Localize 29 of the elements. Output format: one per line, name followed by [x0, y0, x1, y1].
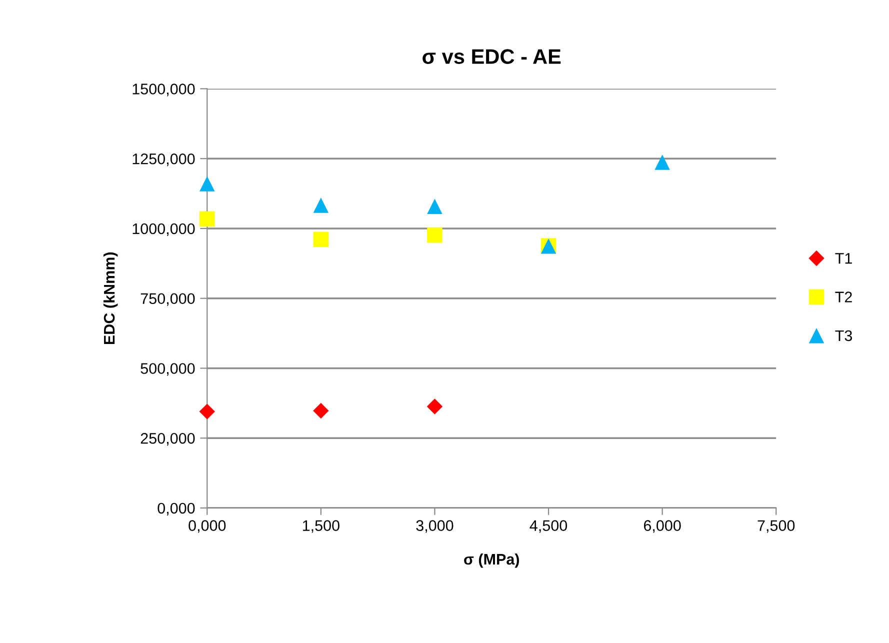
point [199, 404, 215, 420]
x-tick-label: 7,500 [758, 520, 795, 533]
y-tick-label: 1000,000 [132, 223, 195, 236]
x-tick-label: 0,000 [188, 520, 226, 533]
point [427, 228, 442, 243]
point [313, 232, 329, 248]
x-tick-label: 4,500 [530, 520, 568, 533]
y-tick-label: 0,000 [158, 502, 195, 516]
point [654, 154, 670, 170]
point [427, 198, 442, 214]
legend-label: T2 [835, 292, 852, 302]
legend-label: T3 [835, 330, 852, 342]
chart-title: σ vs EDC - AE [422, 49, 561, 64]
x-axis-title: σ (MPa) [464, 553, 519, 568]
y-tick-label: 1500,000 [132, 84, 195, 96]
point [200, 176, 215, 192]
point [200, 211, 215, 227]
x-tick-label: 6,000 [644, 520, 681, 533]
point [313, 402, 329, 419]
point [313, 198, 329, 213]
point [426, 398, 443, 414]
y-axis-title: EDC (kNmm) [103, 252, 118, 344]
x-tick-label: 3,000 [416, 520, 454, 533]
y-tick-label: 750,000 [140, 293, 195, 306]
y-tick-label: 500,000 [140, 363, 195, 376]
legend-label: T1 [835, 253, 852, 264]
y-tick-label: 1250,000 [132, 153, 195, 166]
x-tick-label: 1,500 [302, 520, 340, 533]
y-tick-label: 250,000 [140, 432, 195, 446]
